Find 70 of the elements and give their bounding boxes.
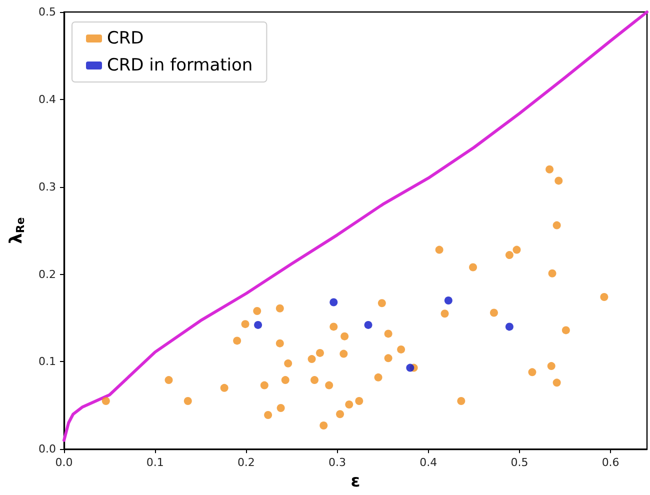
legend-label: CRD in formation [107,56,253,76]
point [406,364,414,372]
point [528,368,536,376]
point [435,246,444,254]
y-tick-label: 0.3 [38,180,56,194]
point [241,320,250,328]
legend-label: CRD [107,28,144,48]
point [264,411,272,420]
x-axis-title: ε [350,472,360,492]
point [397,345,406,354]
point [345,400,354,409]
point [547,362,556,370]
point [562,326,570,334]
x-tick-label: 0.6 [602,456,620,470]
y-tick-label: 0.1 [38,355,56,368]
x-tick-label: 0.1 [146,456,164,470]
point [330,322,338,331]
x-tick-label: 0.0 [55,456,73,470]
point [253,306,262,315]
point [233,336,242,345]
point [276,304,284,312]
y-tick-label: 0.5 [38,6,56,18]
y-tick-label: 0.0 [38,442,56,456]
point [254,320,262,329]
x-tick-label: 0.3 [328,456,346,470]
point [505,322,514,331]
point [340,332,349,340]
point [552,221,561,230]
point [276,404,285,412]
point [374,373,382,382]
y-tick-label: 0.2 [38,268,56,281]
point [554,176,563,185]
point [444,296,452,304]
point [384,354,392,362]
point [320,422,328,430]
y-axis-title: λRe [6,217,27,244]
point [340,350,348,358]
point [184,397,192,406]
point [284,359,292,368]
point [325,381,334,390]
point [330,298,338,306]
point [457,397,466,406]
point [548,269,556,278]
point [276,339,284,348]
line-series [62,10,648,442]
x-tick-label: 0.4 [420,456,438,470]
x-tick-label: 0.5 [510,456,528,470]
point [490,308,498,317]
point [364,320,372,329]
point [440,310,449,318]
point [102,397,110,406]
y-tick-label: 0.4 [38,92,56,106]
point [281,376,290,384]
point [546,165,554,174]
point [512,246,521,254]
point [384,330,392,338]
point [336,410,344,418]
point [308,355,316,364]
point [310,376,319,384]
point [164,376,173,384]
point [600,292,608,301]
point [260,381,268,390]
point [378,299,386,308]
point [220,384,228,392]
point [552,378,561,387]
point [355,397,364,406]
x-tick-label: 0.2 [237,456,255,470]
point [469,263,478,272]
point [316,348,324,357]
point [505,251,514,260]
